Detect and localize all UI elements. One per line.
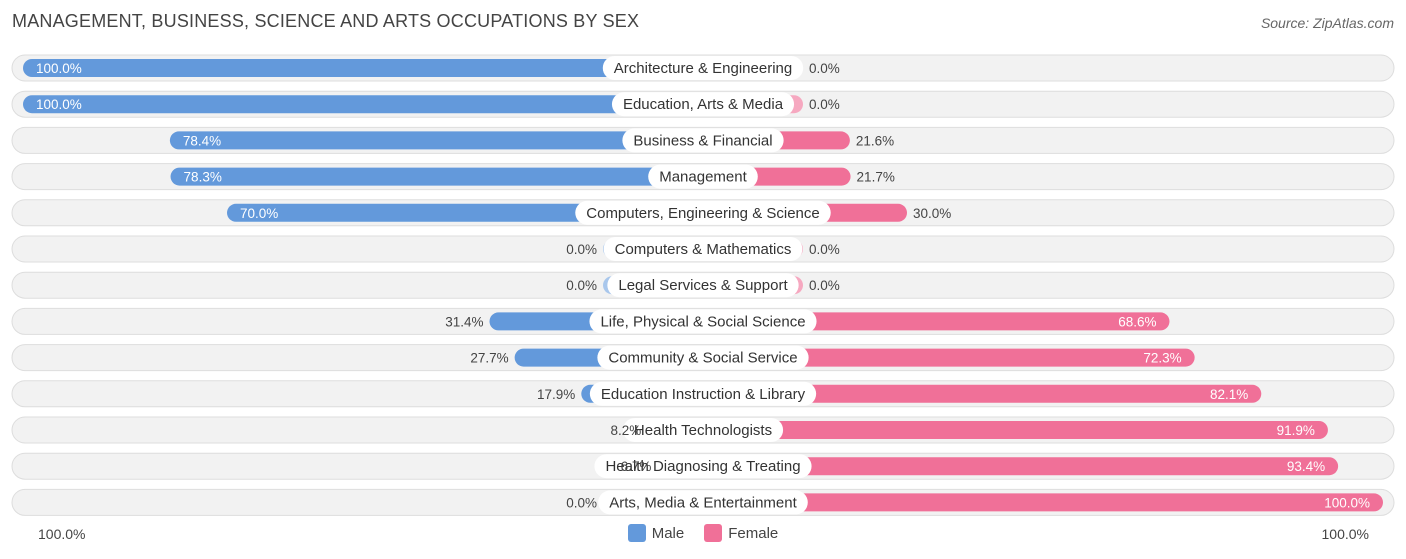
male-value-label: 100.0% [36, 97, 82, 112]
legend-male: Male [627, 524, 685, 542]
male-value-label: 31.4% [445, 314, 483, 329]
female-bar [703, 384, 1262, 403]
female-value-label: 91.9% [1277, 423, 1315, 438]
female-value-label: 72.3% [1143, 351, 1181, 366]
category-label: Management [659, 169, 747, 186]
female-value-label: 30.0% [913, 206, 951, 221]
chart-row: Education Instruction & Library 17.9% 82.1… [11, 380, 1395, 408]
chart-row: Computers & Mathematics 0.0% 0.0% [11, 235, 1395, 263]
male-value-label: 0.0% [566, 495, 597, 510]
legend-female: Female [704, 524, 778, 542]
female-value-label: 93.4% [1287, 459, 1325, 474]
category-label: Education Instruction & Library [601, 386, 806, 403]
axis-left-label: 100.0% [38, 526, 86, 542]
female-bar [703, 421, 1328, 439]
category-pill [594, 454, 812, 479]
male-bar [170, 167, 703, 186]
female-bar [703, 348, 1195, 367]
female-value-label: 82.1% [1210, 387, 1248, 402]
category-pill [597, 345, 809, 370]
female-value-label: 0.0% [809, 61, 840, 76]
male-value-label: 100.0% [36, 61, 82, 76]
male-value-label: 78.3% [184, 170, 222, 185]
category-pill [648, 164, 758, 189]
category-label: Arts, Media & Entertainment [609, 494, 797, 511]
source-label: Source: ZipAtlas.com [1260, 15, 1394, 31]
category-pill [575, 200, 831, 225]
female-value-label: 21.6% [856, 133, 894, 148]
category-label: Education, Arts & Media [623, 96, 784, 113]
female-bar [703, 493, 1383, 512]
female-value-label: 100.0% [1324, 495, 1370, 510]
chart-row: Legal Services & Support 0.0% 0.0% [11, 271, 1395, 299]
category-pill [607, 273, 799, 298]
chart-row: Computers, Engineering & Science 70.0% 30.… [11, 199, 1395, 227]
category-label: Community & Social Service [608, 350, 797, 367]
chart-title: MANAGEMENT, BUSINESS, SCIENCE AND ARTS O… [12, 11, 640, 31]
chart-row: Community & Social Service 27.7% 72.3% [11, 344, 1395, 372]
chart-row: Education, Arts & Media 100.0% 0.0% [11, 90, 1395, 118]
category-pill [622, 128, 784, 153]
male-value-label: 6.7% [621, 459, 652, 474]
category-pill [602, 56, 804, 80]
chart-row: Architecture & Engineering 100.0% 0.0% [11, 54, 1395, 82]
male-bar [169, 131, 703, 150]
female-value-label: 0.0% [809, 97, 840, 112]
category-label: Health Diagnosing & Treating [605, 458, 800, 475]
legend-male-label: Male [651, 524, 685, 542]
category-pill [611, 92, 795, 117]
female-bar [703, 457, 1339, 476]
male-value-label: 70.0% [240, 206, 278, 221]
legend-female-label: Female [728, 524, 779, 542]
chart-row: Arts, Media & Entertainment 0.0% 100.0% [11, 488, 1395, 516]
male-value-label: 27.7% [470, 351, 508, 366]
legend-male-swatch [627, 524, 646, 542]
male-value-label: 8.2% [610, 423, 641, 438]
male-value-label: 0.0% [566, 242, 597, 257]
male-value-label: 17.9% [537, 387, 575, 402]
female-value-label: 0.0% [809, 242, 840, 257]
category-label: Business & Financial [633, 132, 772, 149]
axis-right-label: 100.0% [1321, 526, 1369, 542]
female-value-label: 0.0% [809, 278, 840, 293]
legend-female-swatch [704, 524, 723, 542]
category-label: Computers, Engineering & Science [586, 205, 819, 222]
male-bar [23, 59, 703, 77]
female-value-label: 68.6% [1118, 314, 1156, 329]
category-pill [603, 237, 803, 261]
category-pill [589, 309, 817, 334]
category-label: Health Technologists [634, 422, 772, 439]
female-value-label: 21.7% [857, 170, 895, 185]
category-pill [589, 381, 817, 406]
male-value-label: 0.0% [566, 278, 597, 293]
category-label: Computers & Mathematics [615, 241, 792, 258]
chart-row: Life, Physical & Social Science 31.4% 68.6… [11, 307, 1395, 335]
male-value-label: 78.4% [183, 133, 221, 148]
chart-row: Management 78.3% 21.7% [11, 163, 1395, 191]
chart-row: Business & Financial 78.4% 21.6% [11, 126, 1395, 154]
category-pill [622, 418, 784, 442]
legend: Male Female [0, 524, 1406, 542]
category-label: Legal Services & Support [618, 277, 788, 294]
category-label: Life, Physical & Social Science [600, 313, 805, 330]
category-pill [598, 490, 808, 515]
category-label: Architecture & Engineering [614, 60, 792, 77]
female-bar [703, 312, 1170, 331]
male-bar [23, 95, 703, 114]
